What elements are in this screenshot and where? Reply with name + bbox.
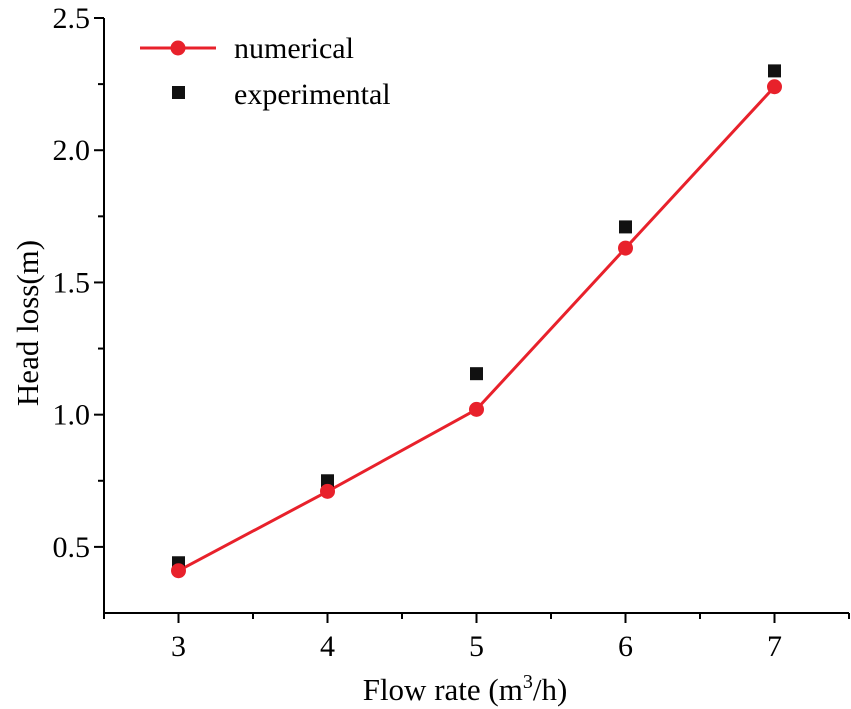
x-axis-label: Flow rate (m3/h) bbox=[363, 671, 568, 707]
y-tick-label: 0.5 bbox=[53, 531, 91, 564]
x-tick-label: 7 bbox=[767, 630, 782, 663]
axes: 0.5 1.0 1.5 2.0 2.5 3 4 5 6 7 bbox=[53, 2, 850, 663]
numerical-line bbox=[177, 85, 776, 573]
numerical-point bbox=[767, 79, 782, 95]
numerical-point bbox=[171, 563, 186, 579]
experimental-point bbox=[470, 367, 483, 381]
x-tick-label: 4 bbox=[320, 630, 335, 663]
y-tick-label: 2.0 bbox=[53, 134, 91, 167]
legend-experimental-marker bbox=[172, 86, 185, 99]
series-layer bbox=[171, 64, 782, 579]
x-tick-label: 3 bbox=[171, 630, 186, 663]
x-tick-label: 5 bbox=[469, 630, 484, 663]
numerical-point bbox=[320, 483, 335, 499]
y-tick-label: 1.5 bbox=[53, 266, 91, 299]
legend-numerical-label: numerical bbox=[234, 32, 354, 65]
experimental-point bbox=[321, 474, 334, 488]
x-axis-label-superscript: 3 bbox=[523, 671, 533, 693]
y-tick-label: 1.0 bbox=[53, 399, 91, 432]
legend: numerical experimental bbox=[140, 32, 391, 111]
x-axis-label-suffix: /h) bbox=[533, 672, 567, 707]
legend-numerical-marker bbox=[170, 40, 186, 56]
experimental-point bbox=[619, 220, 632, 234]
x-tick-label: 6 bbox=[618, 630, 633, 663]
experimental-point bbox=[768, 64, 781, 78]
numerical-point bbox=[469, 401, 484, 417]
legend-experimental-label: experimental bbox=[234, 78, 391, 111]
x-axis-label-main: Flow rate (m bbox=[363, 672, 523, 707]
y-axis-label: Head loss(m) bbox=[10, 240, 45, 406]
numerical-point bbox=[618, 240, 633, 256]
y-tick-label: 2.5 bbox=[53, 2, 91, 35]
